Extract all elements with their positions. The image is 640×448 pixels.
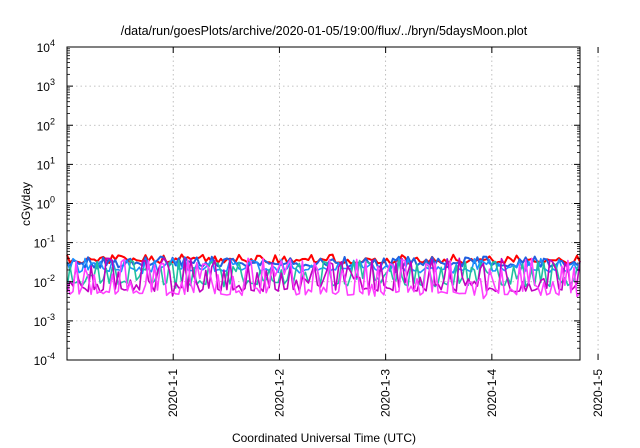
x-axis: 2020-1-1 2020-1-2 2020-1-3 2020-1-4 2020-1-5 [166, 47, 605, 417]
y-tick-label: 103 [37, 77, 55, 94]
y-tick-label: 104 [37, 38, 55, 55]
x-tick-label: 2020-1-5 [591, 369, 605, 417]
y-axis: 10-4 10-3 10-2 10-1 100 101 102 103 104 [34, 38, 580, 368]
series-line [66, 257, 581, 300]
y-tick-label: 10-3 [34, 312, 55, 329]
x-tick-label: 2020-1-3 [379, 369, 393, 417]
x-tick-label: 2020-1-4 [485, 369, 499, 417]
x-tick-label: 2020-1-1 [166, 369, 180, 417]
y-tick-label: 10-1 [34, 234, 55, 251]
y-tick-label: 101 [37, 155, 55, 172]
y-tick-label: 10-4 [34, 351, 55, 368]
x-tick-label: 2020-1-2 [272, 369, 286, 417]
chart-title: /data/run/goesPlots/archive/2020-01-05/1… [121, 24, 528, 38]
grid [67, 47, 599, 360]
series-group [66, 253, 581, 300]
y-tick-label: 102 [37, 116, 55, 133]
y-axis-label: cGy/day [19, 182, 33, 226]
y-tick-label: 10-2 [34, 273, 55, 290]
x-axis-label: Coordinated Universal Time (UTC) [232, 431, 416, 445]
y-tick-label: 100 [37, 195, 55, 212]
